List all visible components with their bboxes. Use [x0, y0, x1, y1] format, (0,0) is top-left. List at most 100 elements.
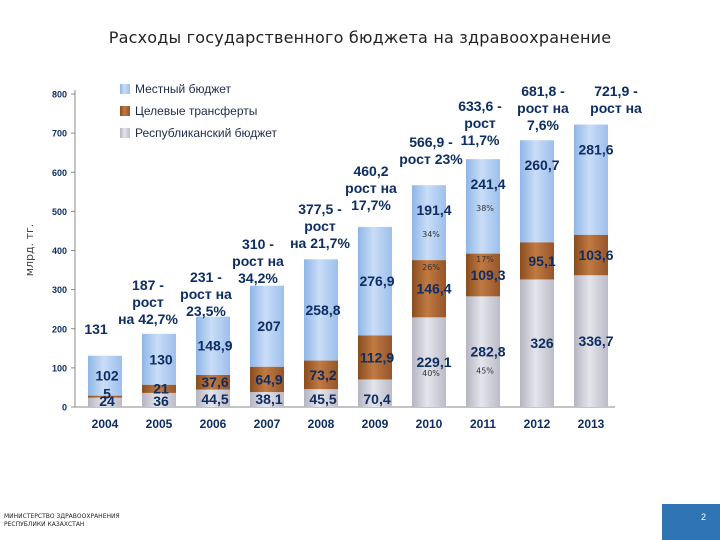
value-label-republican: 45,5	[309, 391, 336, 407]
total-label-2006: рост на	[180, 286, 232, 302]
total-label-2005: рост	[132, 294, 164, 310]
total-label-2011: 11,7%	[461, 132, 500, 148]
ministry-footer: МИНИСТЕРСТВО ЗДРАВООХРАНЕНИЯ РЕСПУБЛИКИ …	[4, 513, 120, 529]
bar-republican-2010	[412, 317, 446, 407]
page-number: 2	[700, 512, 706, 522]
legend-swatch	[120, 84, 130, 94]
bar-transfers-2006	[196, 374, 230, 390]
total-label-2007: рост на	[232, 253, 284, 269]
total-label-2007: 34,2%	[238, 270, 278, 286]
value-label-republican: 282,8	[470, 344, 505, 360]
value-label-local: 102	[95, 368, 119, 384]
x-tick-label: 2008	[308, 417, 335, 431]
bar-local-2013	[574, 124, 608, 235]
bar-republican-2004	[88, 397, 122, 407]
value-label-republican: 38,1	[255, 391, 282, 407]
bar-transfers-2009	[358, 335, 392, 380]
value-label-local: 260,7	[524, 157, 559, 173]
bar-local-2005	[142, 333, 176, 385]
bar-transfers-2012	[520, 242, 554, 280]
total-label-2007: 310 -	[242, 236, 274, 252]
legend-swatch	[120, 106, 130, 116]
y-tick-label: 800	[52, 90, 67, 100]
value-label-local: 191,4	[416, 202, 451, 218]
value-label-republican: 36	[153, 393, 169, 409]
y-tick-label: 600	[52, 168, 67, 178]
value-label-transfers: 95,1	[528, 253, 555, 269]
legend-label: Местный бюджет	[135, 82, 232, 96]
x-tick-label: 2006	[200, 417, 227, 431]
total-label-2008: 377,5 -	[298, 201, 342, 217]
bar-transfers-2013	[574, 234, 608, 276]
bar-transfers-2005	[142, 384, 176, 393]
total-label-2008: рост	[304, 218, 336, 234]
legend-label: Целевые трансферты	[135, 104, 257, 118]
y-tick-label: 700	[52, 129, 67, 139]
bar-local-2009	[358, 226, 392, 336]
bar-local-2012	[520, 140, 554, 243]
value-label-local: 258,8	[305, 302, 340, 318]
total-label-2011: рост	[464, 115, 496, 131]
share-label-transfers: 17%	[476, 255, 494, 264]
value-label-republican: 336,7	[578, 333, 613, 349]
y-tick-label: 200	[52, 324, 67, 334]
bar-republican-2009	[358, 379, 392, 407]
bar-transfers-2008	[304, 360, 338, 390]
footer-line-2: РЕСПУБЛИКИ КАЗАХСТАН	[4, 521, 85, 528]
total-label-2005: на 42,7%	[118, 311, 178, 327]
y-axis-label: млрд. тг.	[23, 224, 36, 277]
x-tick-label: 2011	[470, 417, 496, 431]
total-label-2010: 566,9 -	[409, 134, 453, 150]
bar-local-2008	[304, 259, 338, 361]
value-label-local: 148,9	[197, 338, 232, 354]
value-label-transfers: 21	[153, 381, 169, 397]
y-tick-label: 400	[52, 246, 67, 256]
total-label-2012: рост на	[517, 100, 569, 116]
total-label-2006: 231 -	[190, 269, 222, 285]
x-tick-label: 2013	[578, 417, 605, 431]
share-label-republican: 45%	[476, 367, 494, 376]
share-label-local: 38%	[476, 204, 494, 213]
y-tick-label: 500	[52, 207, 67, 217]
x-tick-label: 2009	[362, 417, 389, 431]
value-label-transfers: 103,6	[578, 247, 613, 263]
bar-local-2004	[88, 355, 122, 396]
total-label-2010: рост 23%	[399, 151, 463, 167]
x-tick-label: 2004	[92, 417, 119, 431]
bar-republican-2006	[196, 389, 230, 407]
value-label-republican: 326	[530, 335, 554, 351]
total-label-2009: 460,2	[353, 163, 388, 179]
bar-republican-2005	[142, 392, 176, 407]
share-label-local: 34%	[422, 230, 440, 239]
total-label-2005: 187 -	[132, 277, 164, 293]
total-label-2004: 131	[84, 321, 108, 337]
bar-local-2006	[196, 316, 230, 375]
value-label-republican: 24	[99, 393, 115, 409]
share-label-transfers: 26%	[422, 263, 440, 272]
bar-local-2011	[466, 159, 500, 254]
bar-transfers-2011	[466, 253, 500, 297]
total-label-2009: рост на	[345, 180, 397, 196]
y-tick-label: 0	[62, 403, 67, 413]
x-tick-label: 2005	[146, 417, 173, 431]
total-label-2008: на 21,7%	[290, 235, 350, 251]
value-label-local: 241,4	[470, 176, 505, 192]
bar-local-2007	[250, 285, 284, 367]
value-label-local: 207	[257, 318, 281, 334]
value-label-transfers: 5	[103, 386, 111, 402]
legend-label: Республиканский бюджет	[135, 126, 278, 140]
legend-swatch	[120, 128, 130, 138]
value-label-local: 281,6	[578, 142, 613, 158]
value-label-transfers: 146,4	[416, 281, 451, 297]
bar-republican-2013	[574, 275, 608, 407]
chart-title: Расходы государственного бюджета на здра…	[108, 28, 612, 47]
value-label-local: 276,9	[359, 273, 394, 289]
value-label-republican: 44,5	[201, 391, 228, 407]
value-label-local: 130	[149, 351, 173, 367]
value-label-transfers: 73,2	[309, 367, 336, 383]
total-label-2012: 7,6%	[527, 117, 559, 133]
value-label-transfers: 37,6	[201, 374, 228, 390]
value-label-transfers: 112,9	[360, 349, 394, 365]
x-tick-label: 2007	[254, 417, 281, 431]
total-label-2011: 633,6 -	[458, 98, 502, 114]
